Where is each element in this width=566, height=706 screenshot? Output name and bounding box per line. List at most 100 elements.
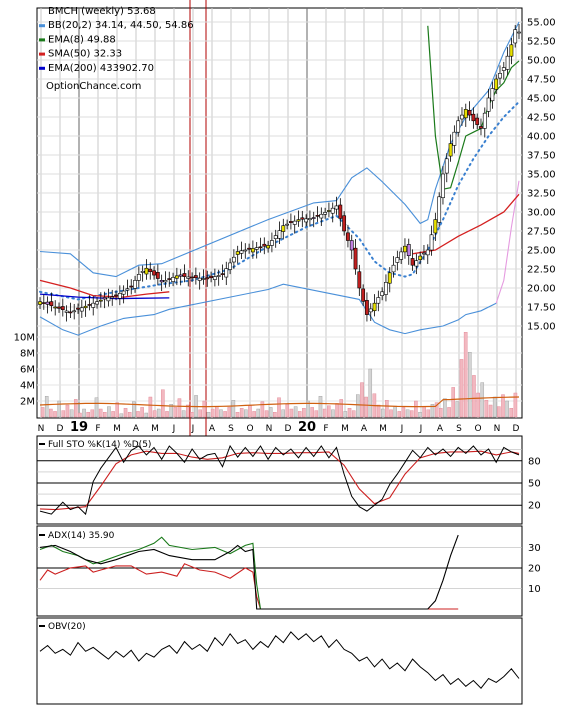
volume-bar [331,409,335,418]
candle-body [205,277,210,280]
x-axis-label: D [513,424,520,434]
volume-bar [505,400,509,418]
candle-body [308,218,312,221]
plus-di-line [39,536,262,610]
volume-bar [289,408,294,418]
volume-bar [488,404,493,418]
volume-bar [40,407,45,418]
price-tick-label: 47.50 [527,75,556,86]
candle-body [300,217,305,220]
volume-bar [273,412,277,418]
volume-bar [443,398,447,418]
price-tick-label: 30.00 [527,208,556,219]
x-axis-label: J [172,424,176,434]
volume-bar [165,411,169,418]
candle-body [467,110,472,116]
volume-bar [426,409,431,418]
candle-body [239,250,244,254]
volume-bar [107,406,111,418]
volume-bar [90,409,95,418]
volume-bar [127,412,132,418]
obv-frame [36,617,523,705]
volume-bar [256,408,261,418]
volume-bar [356,394,360,418]
legend-label: BMCH (weekly) 53.68 [48,6,156,17]
legend-label: SMA(50) 32.33 [48,49,122,60]
candle-body [167,278,172,280]
candle-body [289,221,293,223]
volume-bar [497,406,501,418]
candle-body [250,248,255,253]
candle-body [327,210,331,212]
candle-body [216,275,221,277]
candle-body [201,278,206,280]
x-axis-label: M [379,424,387,434]
volume-bar [422,406,426,418]
adx-tick-label: 10 [528,584,541,595]
candle-body [231,256,236,263]
candle-body [110,296,115,299]
volume-bar [181,410,186,418]
volume-bar [302,408,306,418]
volume-bar [223,411,227,418]
volume-bar [463,332,468,418]
x-axis-label: D [285,424,292,434]
price-tick-label: 25.00 [527,246,556,257]
volume-bar [389,409,393,418]
volume-bar [468,352,472,418]
adx-tick-label: 20 [528,563,541,574]
candle-body [235,251,240,255]
x-axis-label: M [151,424,159,434]
volume-bar [57,400,61,418]
volume-bar [343,411,348,418]
candle-body [266,245,270,249]
candle-body [517,31,521,34]
candle-body [399,251,404,260]
volume-bar [152,410,157,418]
volume-average-line [39,396,520,408]
price-tick-label: 45.00 [527,94,556,105]
candle-body [243,249,248,252]
volume-bar [49,408,53,418]
x-axis-label: N [38,424,45,434]
volume-bar [235,412,240,418]
volume-bar [65,404,70,418]
candle-body [509,44,514,57]
candle-body [334,205,339,210]
volume-bar [306,400,310,418]
volume-bar [476,392,480,418]
volume-bar [484,400,489,418]
volume-bar [248,405,252,418]
legend: BMCH (weekly) 53.68 BB(20,2) 34.14, 44.50… [39,6,194,74]
candle-body [117,293,122,299]
price-tick-label: 50.00 [527,56,556,67]
bb-lower-extension [495,180,520,304]
volume-bar [430,404,435,418]
stochastic-k-line [39,444,520,516]
candle-body [372,302,377,312]
volume-bar [401,407,406,418]
volume-bar [44,396,49,418]
price-tick-label: 42.50 [527,113,556,124]
volume-bar [73,399,78,418]
volume-bar [227,407,232,418]
volume-bar [351,410,356,418]
candle-body [357,271,362,289]
volume-bar [380,408,385,418]
volume-bar [347,408,352,418]
candle-body [304,218,309,223]
volume-bar [148,396,153,418]
volume-bar [385,400,389,418]
volume-bar [264,410,269,418]
volume-bar [509,408,514,418]
volume-tick-label: 4M [20,381,35,392]
candle-body [91,302,96,308]
stochastic-d-line [39,450,520,511]
volume-bar [190,412,194,418]
candle-body [144,267,149,275]
adx-panel: 30 20 10 [36,525,541,617]
price-tick-label: 37.50 [527,151,556,162]
volume-bar [260,401,265,418]
volume-bar [459,359,464,418]
candle-body [197,277,202,281]
